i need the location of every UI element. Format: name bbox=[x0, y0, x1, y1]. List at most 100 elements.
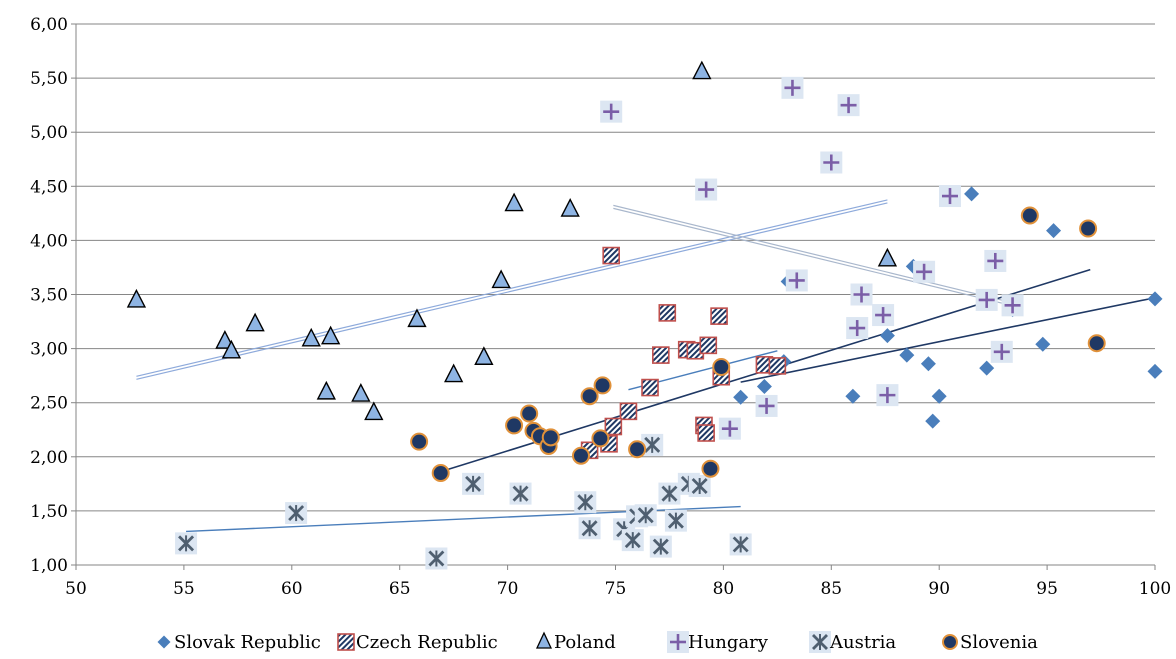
data-point-czech-republic bbox=[652, 346, 670, 364]
x-tick-label: 60 bbox=[281, 579, 303, 599]
data-point-poland bbox=[316, 380, 336, 400]
data-point-slovak-republic bbox=[756, 378, 772, 394]
y-tick-label: 1,50 bbox=[30, 502, 68, 522]
data-point-slovak-republic bbox=[899, 347, 915, 363]
data-point-slovak-republic bbox=[979, 360, 995, 376]
data-point-slovenia bbox=[431, 464, 450, 483]
legend-label: Czech Republic bbox=[356, 632, 498, 653]
data-point-austria bbox=[658, 482, 681, 505]
data-point-czech-republic bbox=[658, 304, 677, 322]
data-point-slovenia bbox=[712, 357, 731, 376]
y-tick-label: 2,50 bbox=[30, 394, 68, 414]
y-tick-label: 4,00 bbox=[30, 231, 68, 251]
data-point-slovenia bbox=[591, 429, 610, 448]
y-tick-label: 3,50 bbox=[30, 286, 68, 306]
x-tick-label: 100 bbox=[1139, 579, 1171, 599]
data-point-austria bbox=[641, 433, 664, 456]
marker-square bbox=[699, 336, 718, 355]
data-point-czech-republic bbox=[768, 357, 787, 375]
data-point-hungary bbox=[938, 185, 961, 208]
x-tick-label: 85 bbox=[820, 579, 842, 599]
data-point-slovak-republic bbox=[1147, 363, 1163, 379]
legend-item-czech-republic: Czech Republic bbox=[337, 632, 498, 653]
data-points bbox=[126, 60, 1163, 570]
data-point-slovenia bbox=[571, 446, 590, 465]
x-tick-label: 75 bbox=[605, 579, 627, 599]
data-point-poland bbox=[301, 327, 321, 347]
data-point-slovak-republic bbox=[964, 186, 980, 202]
legend-marker bbox=[942, 634, 958, 650]
data-point-poland bbox=[474, 346, 494, 365]
data-point-slovak-republic bbox=[1035, 336, 1051, 352]
trend-line bbox=[740, 296, 1156, 383]
marker-square bbox=[710, 307, 728, 325]
data-point-poland bbox=[504, 192, 524, 212]
legend-item-slovak-republic: Slovak Republic bbox=[157, 632, 321, 653]
legend-label: Austria bbox=[829, 632, 896, 653]
data-point-slovak-republic bbox=[733, 389, 749, 405]
data-point-hungary bbox=[872, 304, 895, 327]
data-point-hungary bbox=[975, 288, 998, 311]
data-point-hungary bbox=[1001, 294, 1024, 317]
x-tick-label: 50 bbox=[65, 579, 87, 599]
trend-line bbox=[186, 505, 741, 533]
data-point-poland bbox=[491, 269, 511, 289]
y-tick-label: 3,00 bbox=[30, 340, 68, 360]
data-point-poland bbox=[351, 383, 371, 402]
data-point-poland bbox=[407, 308, 427, 328]
legend-label: Hungary bbox=[688, 632, 769, 653]
data-point-slovenia bbox=[628, 440, 647, 459]
data-point-poland bbox=[692, 60, 712, 80]
marker-square bbox=[768, 357, 787, 375]
gridlines bbox=[76, 23, 1155, 566]
data-point-slovenia bbox=[1020, 206, 1039, 225]
data-point-hungary bbox=[913, 260, 936, 283]
marker-square bbox=[619, 402, 638, 421]
data-point-slovenia bbox=[1087, 334, 1106, 353]
marker-square bbox=[697, 424, 715, 442]
legend-marker bbox=[667, 631, 689, 653]
data-point-slovenia bbox=[410, 432, 429, 451]
data-point-poland bbox=[320, 325, 341, 345]
data-point-slovak-republic bbox=[1046, 223, 1062, 239]
trend-line bbox=[613, 207, 1009, 306]
data-point-slovenia bbox=[701, 459, 720, 478]
y-tick-label: 5,50 bbox=[30, 69, 68, 89]
legend: Slovak Republic Czech Republic Poland Hunga… bbox=[157, 631, 1038, 653]
data-point-poland bbox=[364, 401, 384, 421]
data-point-austria bbox=[688, 475, 711, 498]
y-tick-label: 4,50 bbox=[30, 177, 68, 197]
data-point-poland bbox=[560, 197, 580, 217]
y-tick-labels: 1,00 1,50 2,00 2,50 3,00 3,50 4,00 4,50 5,00 5,50… bbox=[30, 15, 68, 576]
data-point-slovak-republic bbox=[931, 388, 947, 404]
data-point-hungary bbox=[876, 384, 899, 407]
data-point-austria bbox=[621, 529, 644, 552]
data-point-slovak-republic bbox=[845, 388, 861, 404]
data-point-czech-republic bbox=[619, 402, 638, 421]
data-point-hungary bbox=[850, 283, 873, 306]
data-point-hungary bbox=[718, 417, 741, 440]
data-point-hungary bbox=[695, 178, 718, 201]
data-point-slovenia bbox=[580, 387, 599, 406]
marker-square bbox=[604, 417, 623, 436]
data-point-austria bbox=[175, 532, 198, 555]
data-point-poland bbox=[221, 339, 242, 359]
legend-label: Poland bbox=[554, 632, 616, 653]
marker-square bbox=[602, 246, 620, 265]
data-point-hungary bbox=[990, 340, 1013, 363]
legend-item-poland: Poland bbox=[535, 631, 616, 653]
data-point-hungary bbox=[846, 317, 869, 340]
data-point-austria bbox=[285, 502, 308, 525]
data-point-slovenia bbox=[520, 404, 539, 423]
data-point-czech-republic bbox=[710, 307, 728, 325]
data-point-austria bbox=[664, 509, 687, 532]
legend-item-hungary: Hungary bbox=[667, 631, 769, 653]
data-point-austria bbox=[578, 517, 601, 540]
data-point-poland bbox=[215, 329, 235, 349]
trend-line bbox=[613, 204, 1009, 303]
data-point-austria bbox=[509, 482, 532, 505]
legend-item-slovenia: Slovenia bbox=[942, 632, 1038, 653]
data-point-hungary bbox=[781, 76, 804, 99]
data-point-poland bbox=[444, 363, 464, 383]
data-point-austria bbox=[634, 504, 657, 527]
